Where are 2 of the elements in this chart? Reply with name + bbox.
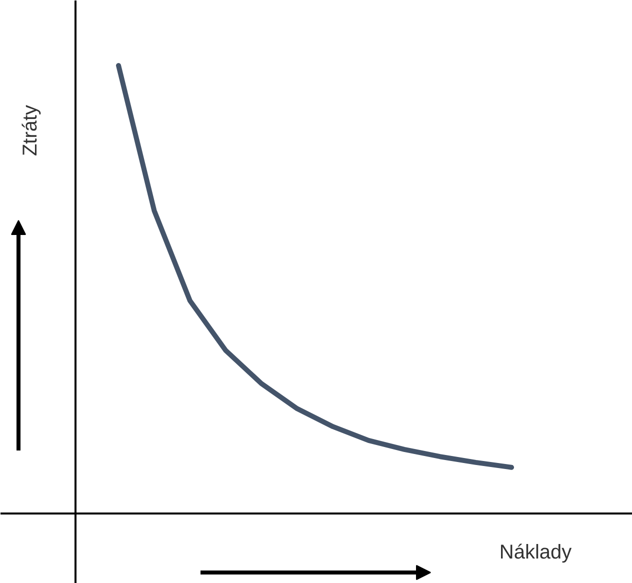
y-axis-title: Ztráty bbox=[20, 104, 42, 156]
x-axis-title: Náklady bbox=[499, 542, 572, 564]
